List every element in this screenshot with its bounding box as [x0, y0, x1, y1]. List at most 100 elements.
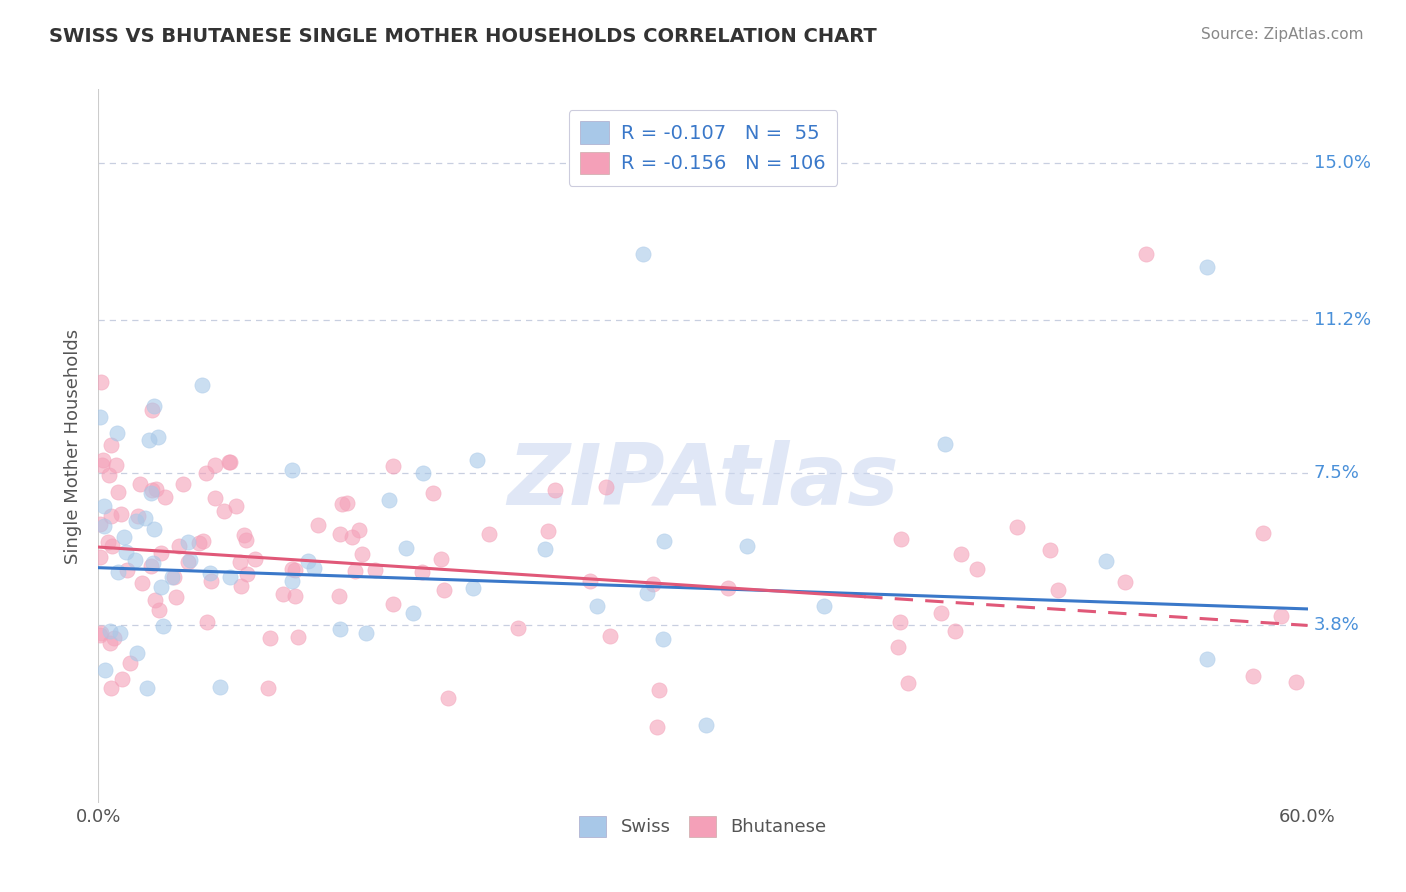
Point	[145, 483, 167, 497]
Point	[929, 607, 952, 621]
Point	[89, 627, 111, 641]
Point	[124, 553, 146, 567]
Point	[537, 524, 560, 539]
Point	[229, 555, 252, 569]
Point	[110, 508, 132, 522]
Point	[401, 606, 423, 620]
Point	[103, 631, 125, 645]
Point	[134, 511, 156, 525]
Point	[478, 526, 501, 541]
Point	[534, 541, 557, 556]
Point	[1270, 608, 1292, 623]
Point	[363, 563, 385, 577]
Point	[648, 683, 671, 698]
Point	[204, 458, 226, 472]
Point	[204, 491, 226, 505]
Point	[934, 437, 956, 451]
Point	[1285, 675, 1308, 690]
Point	[90, 626, 112, 640]
Text: ZIPAtlas: ZIPAtlas	[508, 440, 898, 524]
Point	[412, 467, 434, 481]
Point	[107, 485, 129, 500]
Point	[284, 590, 307, 604]
Point	[271, 587, 294, 601]
Point	[595, 480, 617, 494]
Point	[411, 566, 433, 580]
Point	[354, 626, 377, 640]
Point	[135, 681, 157, 696]
Point	[149, 580, 172, 594]
Point	[330, 497, 353, 511]
Point	[645, 720, 668, 734]
Point	[150, 546, 173, 560]
Point	[887, 640, 910, 654]
Point	[200, 574, 222, 588]
Point	[200, 566, 222, 580]
Point	[105, 425, 128, 440]
Point	[281, 463, 304, 477]
Point	[142, 556, 165, 570]
Point	[585, 599, 607, 613]
Point	[1241, 669, 1264, 683]
Point	[153, 490, 176, 504]
Point	[172, 476, 194, 491]
Point	[148, 603, 170, 617]
Point	[191, 377, 214, 392]
Point	[138, 434, 160, 448]
Point	[243, 552, 266, 566]
Point	[259, 631, 281, 645]
Point	[465, 453, 488, 467]
Point	[229, 579, 252, 593]
Point	[218, 455, 240, 469]
Point	[651, 632, 673, 647]
Point	[281, 574, 304, 588]
Point	[943, 624, 966, 638]
Point	[219, 455, 242, 469]
Point	[287, 631, 309, 645]
Point	[297, 554, 319, 568]
Point	[165, 591, 187, 605]
Point	[131, 575, 153, 590]
Point	[105, 458, 128, 473]
Point	[89, 409, 111, 424]
Text: 11.2%: 11.2%	[1313, 311, 1371, 329]
Point	[94, 663, 117, 677]
Point	[146, 429, 169, 443]
Point	[1195, 260, 1218, 274]
Point	[232, 528, 254, 542]
Point	[176, 535, 198, 549]
Point	[1095, 554, 1118, 568]
Text: Source: ZipAtlas.com: Source: ZipAtlas.com	[1201, 27, 1364, 42]
Point	[91, 452, 114, 467]
Point	[381, 597, 404, 611]
Point	[1007, 520, 1029, 534]
Point	[433, 582, 456, 597]
Point	[143, 592, 166, 607]
Point	[107, 565, 129, 579]
Point	[100, 681, 122, 696]
Point	[329, 527, 352, 541]
Point	[599, 628, 621, 642]
Point	[115, 563, 138, 577]
Text: 7.5%: 7.5%	[1313, 464, 1360, 482]
Point	[177, 555, 200, 569]
Point	[352, 548, 374, 562]
Point	[188, 535, 211, 549]
Point	[329, 622, 352, 636]
Legend: Swiss, Bhutanese: Swiss, Bhutanese	[572, 808, 834, 844]
Point	[125, 646, 148, 660]
Point	[125, 514, 148, 528]
Point	[695, 717, 717, 731]
Point	[1251, 526, 1274, 541]
Point	[256, 681, 278, 695]
Point	[302, 561, 325, 575]
Point	[114, 545, 136, 559]
Point	[141, 403, 163, 417]
Point	[636, 586, 658, 600]
Y-axis label: Single Mother Households: Single Mother Households	[65, 328, 83, 564]
Point	[195, 615, 218, 629]
Point	[90, 458, 112, 473]
Point	[307, 518, 329, 533]
Point	[100, 438, 122, 452]
Point	[543, 483, 565, 497]
